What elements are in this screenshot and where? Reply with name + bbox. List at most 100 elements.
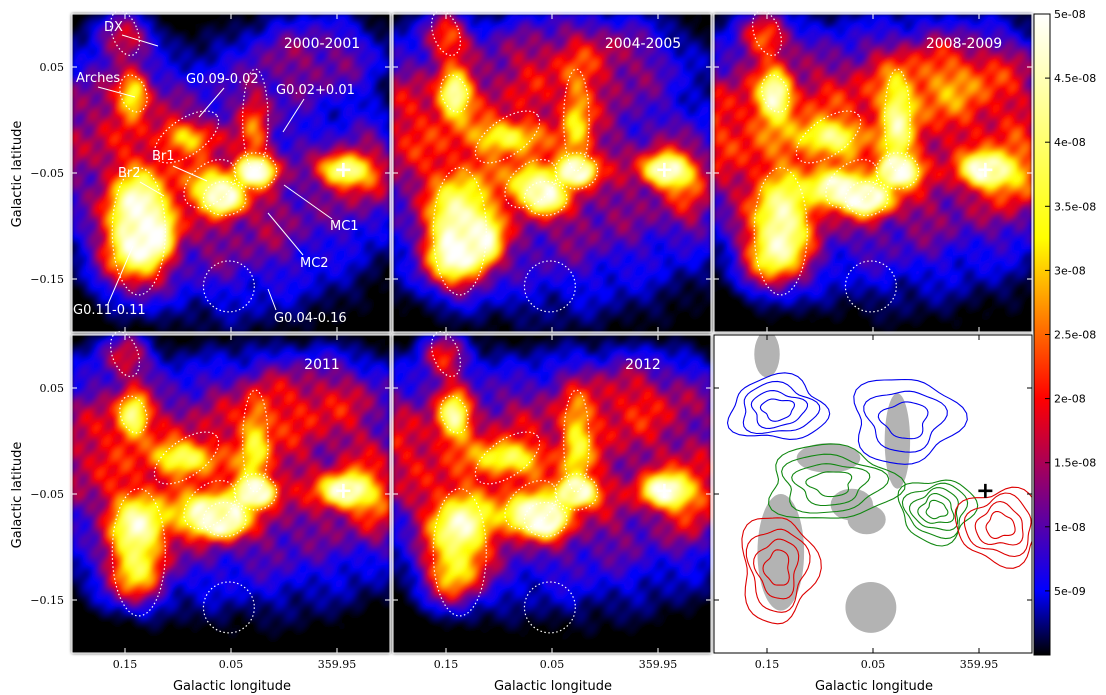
region-label-mc2: MC2 [300,256,329,271]
contour-line [742,380,821,435]
contour-line [863,390,948,453]
contour-line [877,401,929,440]
colorbar-tick-label: 4.5e-08 [1054,72,1096,85]
y-tick-label: −0.05 [30,167,64,180]
contour-inner [726,335,1032,633]
contour-frame [713,334,1033,654]
region-ellipse-br2 [432,488,487,617]
contour-line [759,398,796,422]
contour-line [745,528,811,613]
x-tick-label: 359.95 [318,658,357,671]
y-tick-label: 0.05 [40,382,65,395]
region-label-g0-02: G0.02+0.01 [276,83,355,98]
panel-image [72,14,390,332]
contour-line [925,499,949,520]
region-ellipse-br1 [504,479,558,530]
region-ellipse-br1 [183,479,237,530]
region-ellipse-mc1 [554,152,599,190]
region-ellipse-g0-04-0-16 [523,581,576,634]
y-tick-label: −0.15 [30,273,64,286]
panel-frame [392,13,712,333]
region-ellipse-mc2 [202,180,247,217]
panel-image [72,335,390,653]
panel-frame [71,13,391,333]
shaded-region [754,335,780,378]
region-label-dx: DX [104,20,123,35]
colorbar: 5e-09 1e-08 1.5e-08 2e-08 2.5e-08 3e-08 3.5e-0… [1033,8,1096,656]
region-ellipse-g0-09-0-02 [153,110,220,164]
x-tick-label: 0.15 [755,658,780,671]
reference-cross [978,483,993,498]
region-ellipse-g0-02-0-01 [242,389,269,493]
panel-contour: 0.15 0.05 359.95 [713,334,1033,671]
region-ellipse-br2 [753,167,808,296]
region-ellipse-dx [110,331,140,378]
x-tick-label: 0.05 [540,658,565,671]
panel-image [393,335,711,653]
x-axis-label-1: Galactic longitude [173,679,291,694]
annotation-layer: DX Arches G0.09-0.02 G0.02+0.01 Br1 Br2 … [73,20,359,326]
region-ellipse-g0-02-0-01 [563,389,590,493]
region-ellipse-mc1 [875,152,920,190]
region-ellipse-arches [440,74,469,113]
contour-line [917,492,955,524]
region-label-br2: Br2 [118,166,141,181]
annotation-pointer-lines [97,34,333,311]
y-axis-label-top: Galactic latitude [10,121,25,228]
panel-5: 0.15 0.05 359.95 2012 [392,331,712,671]
contour-line [750,390,809,429]
region-ellipse-mc2 [523,501,568,538]
contour-line [897,479,979,547]
region-ellipse-br1 [504,158,558,209]
contour-line [963,492,1032,558]
reference-cross [978,162,993,177]
panel-3: 2008-2009 [713,10,1033,333]
region-ellipse-mc1 [233,152,278,190]
region-ellipse-g0-04-0-16 [202,260,255,313]
y-tick-label: 0.05 [40,61,65,74]
reference-cross [657,483,672,498]
region-ellipse-arches [761,74,790,113]
region-ellipse-br2 [432,167,487,296]
region-label-br1: Br1 [152,149,175,164]
y-axis-label-bottom: Galactic latitude [10,442,25,549]
region-ellipse-mc2 [202,501,247,538]
contour-line [901,482,969,540]
region-ellipse-dx [110,10,140,57]
shaded-region [847,504,886,535]
x-tick-label: 0.05 [219,658,244,671]
x-tick-label: 0.05 [861,658,886,671]
region-ellipse-g0-04-0-16 [844,260,897,313]
region-ellipse-arches [119,395,148,434]
shaded-region [845,581,897,633]
region-ellipse-mc1 [233,473,278,511]
region-label-g0-04: G0.04-0.16 [274,311,347,326]
region-ellipse-br1 [183,158,237,209]
shaded-region [884,393,911,489]
region-ellipse-br1 [825,158,879,209]
panel-title: 2000-2001 [284,36,360,52]
colorbar-tick-label: 1e-08 [1054,521,1086,534]
reference-cross [336,483,351,498]
panel-title: 2008-2009 [926,36,1002,52]
reference-cross [657,162,672,177]
shaded-region [796,443,861,473]
reference-cross [336,162,351,177]
x-tick-label: 0.15 [113,658,138,671]
region-ellipse-g0-04-0-16 [202,581,255,634]
panel-1: 0.05 −0.05 −0.15 2000-2001 [30,10,391,333]
region-label-arches: Arches [76,71,120,86]
panel-frame [713,13,1033,333]
region-ellipse-dx [431,331,461,378]
y-tick-label: −0.15 [30,594,64,607]
contour-line [762,549,790,586]
contour-line [853,378,968,465]
y-tick-label: −0.05 [30,488,64,501]
contour-line [805,471,853,498]
colorbar-ticks: 5e-09 1e-08 1.5e-08 2e-08 2.5e-08 3e-08 3.5e-0… [1045,8,1096,598]
panel-2: 2004-2005 [392,10,712,333]
contour-line [753,538,800,600]
panel-image [393,14,711,332]
region-ellipse-g0-02-0-01 [242,68,269,172]
x-axis-label-2: Galactic longitude [494,679,612,694]
